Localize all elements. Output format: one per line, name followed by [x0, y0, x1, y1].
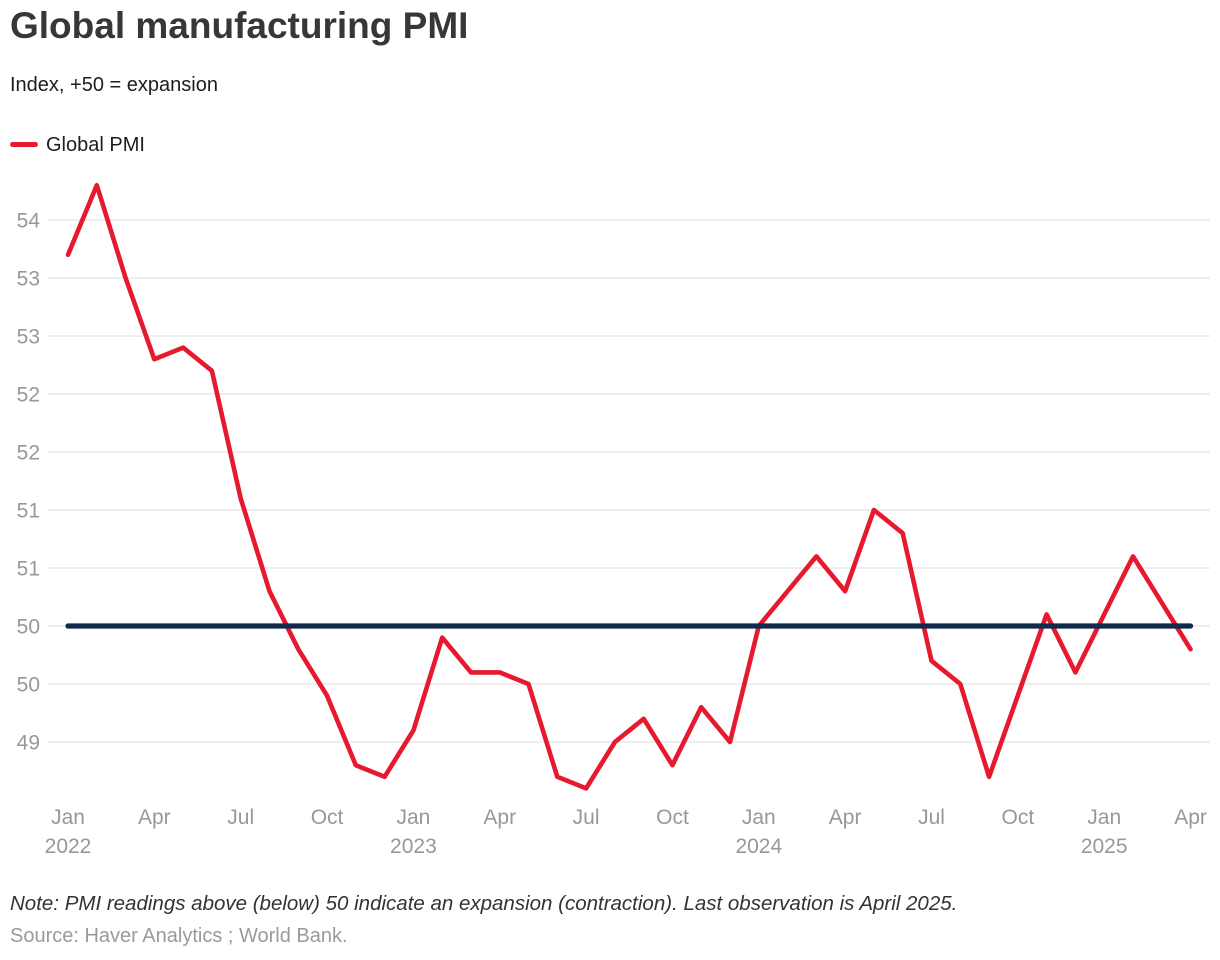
x-tick-label: Oct — [311, 806, 344, 829]
y-tick-label: 52 — [17, 384, 40, 407]
x-tick-label: Apr — [1174, 806, 1207, 829]
x-tick-label: Jan — [51, 806, 85, 829]
legend-line-swatch — [10, 142, 38, 147]
x-tick-label: Oct — [656, 806, 689, 829]
x-tick-label: Jan — [396, 806, 430, 829]
legend-label: Global PMI — [46, 134, 145, 156]
x-tick-year-label: 2022 — [45, 835, 92, 858]
x-tick-label: Jan — [742, 806, 776, 829]
chart-title: Global manufacturing PMI — [10, 5, 469, 46]
y-tick-label: 51 — [17, 500, 40, 523]
x-tick-label: Jan — [1087, 806, 1121, 829]
x-tick-label: Apr — [829, 806, 862, 829]
y-tick-label: 53 — [17, 268, 40, 291]
y-tick-label: 51 — [17, 558, 40, 581]
y-tick-label: 50 — [17, 616, 40, 639]
x-tick-label: Apr — [483, 806, 516, 829]
x-tick-label: Jul — [918, 806, 945, 829]
chart-subtitle: Index, +50 = expansion — [10, 74, 218, 96]
x-tick-year-label: 2024 — [735, 835, 782, 858]
x-tick-label: Jul — [227, 806, 254, 829]
chart-source: Source: Haver Analytics ; World Bank. — [10, 925, 348, 947]
chart-note: Note: PMI readings above (below) 50 indi… — [10, 892, 958, 915]
y-tick-label: 52 — [17, 442, 40, 465]
x-tick-label: Jul — [573, 806, 600, 829]
y-tick-label: 50 — [17, 674, 40, 697]
pmi-series-line — [65, 182, 1193, 791]
x-tick-year-label: 2025 — [1081, 835, 1128, 858]
y-tick-label: 54 — [17, 210, 41, 233]
x-tick-label: Oct — [1002, 806, 1035, 829]
y-tick-label: 53 — [17, 326, 40, 349]
x-tick-label: Apr — [138, 806, 171, 829]
y-tick-label: 49 — [17, 732, 40, 755]
x-tick-year-label: 2023 — [390, 835, 437, 858]
